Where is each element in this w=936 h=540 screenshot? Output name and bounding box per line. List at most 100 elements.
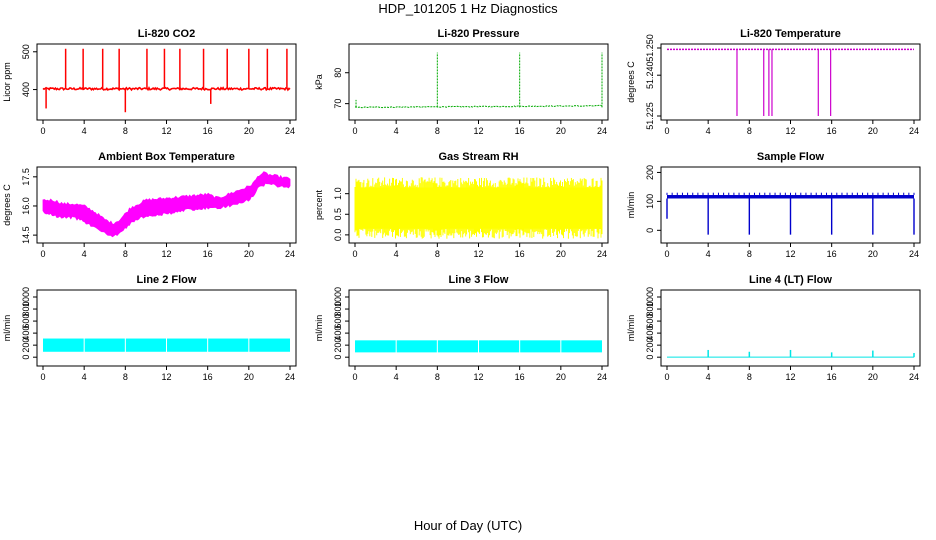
x-tick-label: 4: [706, 126, 711, 136]
series-co2: [42, 48, 291, 113]
x-tick-label: 20: [244, 372, 254, 382]
chart-panel-pressure: Li-820 Pressure kPa 0 4 8 12 16 20 24 70 80: [314, 28, 609, 136]
y-tick-label: 1000: [333, 287, 343, 307]
y-tick-label: 500: [21, 44, 31, 59]
y-tick-label: 80: [333, 68, 343, 78]
y-tick-label: 14.5: [21, 226, 31, 244]
x-tick-label: 8: [747, 249, 752, 259]
y-tick-label: 800: [333, 302, 343, 317]
series-rh: [354, 177, 603, 239]
x-tick-label: 20: [556, 249, 566, 259]
x-tick-label: 0: [664, 372, 669, 382]
y-axis-label: percent: [314, 189, 324, 220]
series-line2: [43, 337, 290, 353]
y-tick-label: 200: [645, 338, 655, 353]
x-tick-label: 8: [435, 126, 440, 136]
x-tick-label: 8: [435, 372, 440, 382]
series-box_temp: [42, 171, 291, 238]
x-tick-label: 24: [597, 372, 607, 382]
y-tick-label: 100: [645, 194, 655, 209]
x-tick-label: 20: [556, 126, 566, 136]
x-tick-label: 20: [244, 249, 254, 259]
x-tick-label: 16: [203, 126, 213, 136]
x-tick-label: 16: [515, 249, 525, 259]
y-tick-label: 600: [21, 314, 31, 329]
data-band: [667, 195, 914, 199]
x-tick-label: 20: [556, 372, 566, 382]
y-tick-label: 400: [21, 82, 31, 97]
y-tick-label: 51.225: [645, 102, 655, 130]
x-tick-label: 24: [909, 126, 919, 136]
x-tick-label: 12: [785, 126, 795, 136]
y-tick-label: 1000: [645, 287, 655, 307]
x-tick-label: 24: [909, 372, 919, 382]
x-tick-label: 12: [161, 372, 171, 382]
y-tick-label: 0.5: [333, 208, 343, 221]
x-tick-label: 16: [515, 372, 525, 382]
y-axis-label: ml/min: [626, 315, 636, 342]
x-tick-label: 8: [747, 372, 752, 382]
x-tick-label: 16: [827, 126, 837, 136]
y-axis-label: degrees C: [2, 184, 12, 226]
y-axis-label: Licor ppm: [2, 62, 12, 102]
plot-frame: [36, 43, 297, 121]
y-tick-label: 16.0: [21, 197, 31, 215]
chart-title: Line 4 (LT) Flow: [749, 274, 832, 286]
chart-title: Li-820 CO2: [138, 28, 195, 40]
x-tick-label: 16: [203, 372, 213, 382]
x-tick-label: 0: [664, 126, 669, 136]
x-tick-label: 0: [352, 126, 357, 136]
y-axis-label: ml/min: [2, 315, 12, 342]
y-tick-label: 400: [333, 326, 343, 341]
y-axis-label: kPa: [314, 74, 324, 90]
x-tick-label: 4: [394, 126, 399, 136]
y-tick-label: 70: [333, 99, 343, 109]
series-licor_temp: [667, 48, 914, 116]
x-tick-label: 12: [473, 126, 483, 136]
x-tick-label: 0: [40, 249, 45, 259]
y-tick-label: 0: [21, 355, 31, 360]
x-tick-label: 24: [597, 126, 607, 136]
y-tick-label: 200: [21, 338, 31, 353]
y-axis-label: ml/min: [626, 192, 636, 219]
x-tick-label: 12: [161, 126, 171, 136]
data-line: [42, 86, 291, 92]
x-tick-label: 0: [40, 372, 45, 382]
x-tick-label: 0: [40, 126, 45, 136]
y-tick-label: 0: [645, 355, 655, 360]
x-tick-label: 8: [123, 249, 128, 259]
y-axis-label: ml/min: [314, 315, 324, 342]
y-axis-label: degrees C: [626, 61, 636, 103]
x-tick-label: 4: [394, 249, 399, 259]
series-pressure: [354, 52, 603, 109]
plot-frame: [36, 289, 297, 367]
chart-panel-rh: Gas Stream RH percent 0 4 8 12 16 20 24 0.0 0.5 1.0: [314, 151, 609, 259]
chart-panel-licor_temp: Li-820 Temperature degrees C 0 4 8 12 16 20 24 51…: [626, 28, 921, 136]
y-tick-label: 0: [645, 228, 655, 233]
chart-panel-box_temp: Ambient Box Temperature degrees C 0 4 8 12 16 2…: [2, 151, 297, 259]
x-tick-label: 20: [244, 126, 254, 136]
y-tick-label: 600: [333, 314, 343, 329]
x-tick-label: 12: [161, 249, 171, 259]
x-tick-label: 16: [203, 249, 213, 259]
y-tick-label: 400: [21, 326, 31, 341]
chart-title: Gas Stream RH: [438, 151, 518, 163]
chart-panel-sample_flow: Sample Flow ml/min 0 4 8 12 16 20 24 0 100 200: [626, 151, 921, 259]
y-tick-label: 17.5: [21, 168, 31, 186]
y-tick-label: 400: [645, 326, 655, 341]
x-tick-label: 24: [909, 249, 919, 259]
figure-title: HDP_101205 1 Hz Diagnostics: [378, 1, 558, 16]
x-tick-label: 20: [868, 249, 878, 259]
figure-xlabel: Hour of Day (UTC): [413, 518, 523, 533]
series-line3: [355, 339, 602, 354]
x-tick-label: 12: [473, 372, 483, 382]
x-tick-label: 24: [285, 249, 295, 259]
y-tick-label: 51.240: [645, 61, 655, 89]
x-tick-label: 4: [82, 372, 87, 382]
y-tick-label: 200: [645, 165, 655, 180]
y-tick-label: 800: [645, 302, 655, 317]
chart-title: Ambient Box Temperature: [98, 151, 235, 163]
y-tick-label: 0: [333, 355, 343, 360]
x-tick-label: 4: [394, 372, 399, 382]
